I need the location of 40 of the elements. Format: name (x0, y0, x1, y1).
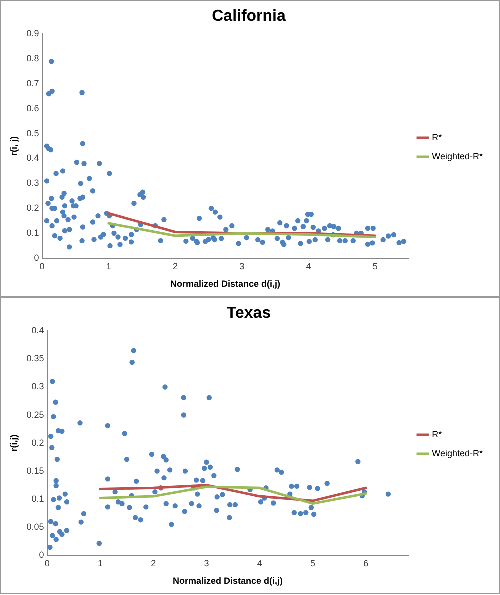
y-axis-title: r(i,j) (8, 434, 19, 452)
x-axis-title: Normalized Distance d(i,j) (170, 279, 280, 290)
x-tick-label: 2 (173, 261, 178, 272)
chart-title: Texas (226, 305, 272, 322)
x-tick-label: 2 (151, 558, 156, 568)
y-tick-label: 0.6 (26, 103, 40, 114)
y-tick-label: 0.05 (26, 522, 44, 532)
chart-title: California (212, 8, 286, 26)
x-tick-label: 6 (364, 558, 369, 568)
y-tick-label: 0.3 (32, 382, 44, 392)
x-axis-title: Normalized Distance d(i,j) (172, 576, 283, 586)
y-tick-label: 0.5 (26, 128, 40, 138)
x-tick-label: 4 (257, 558, 262, 568)
x-tick-label: 3 (240, 261, 245, 272)
legend-label: R* (432, 429, 443, 440)
y-tick-label: 0.2 (26, 203, 40, 214)
x-tick-label: 1 (98, 558, 103, 568)
y-tick-label: 0 (34, 252, 40, 263)
y-axis-title: r(i, j) (8, 136, 19, 156)
x-tick-label: 5 (372, 261, 378, 272)
y-tick-label: 0.2 (32, 438, 44, 448)
legend-label: Weighted-R* (432, 448, 484, 458)
y-tick-label: 0.7 (26, 78, 40, 89)
y-tick-label: 0.4 (26, 153, 40, 164)
legend-label: R* (432, 132, 443, 142)
x-tick-label: 4 (306, 261, 312, 272)
y-tick-label: 0.9 (26, 28, 40, 39)
x-tick-label: 5 (310, 558, 316, 568)
y-tick-label: 0 (39, 550, 44, 560)
y-tick-label: 0.35 (26, 354, 44, 364)
legend-label: Weighted-R* (432, 151, 484, 162)
y-tick-label: 0.15 (26, 466, 44, 476)
y-tick-label: 0.1 (26, 228, 40, 238)
y-tick-label: 0.8 (26, 54, 40, 64)
y-tick-label: 0.25 (26, 410, 44, 420)
y-tick-label: 0.4 (32, 326, 44, 336)
x-tick-label: 3 (204, 558, 210, 568)
y-tick-label: 0.3 (26, 178, 40, 188)
y-tick-label: 0.1 (32, 494, 44, 504)
x-tick-label: 1 (106, 261, 112, 272)
